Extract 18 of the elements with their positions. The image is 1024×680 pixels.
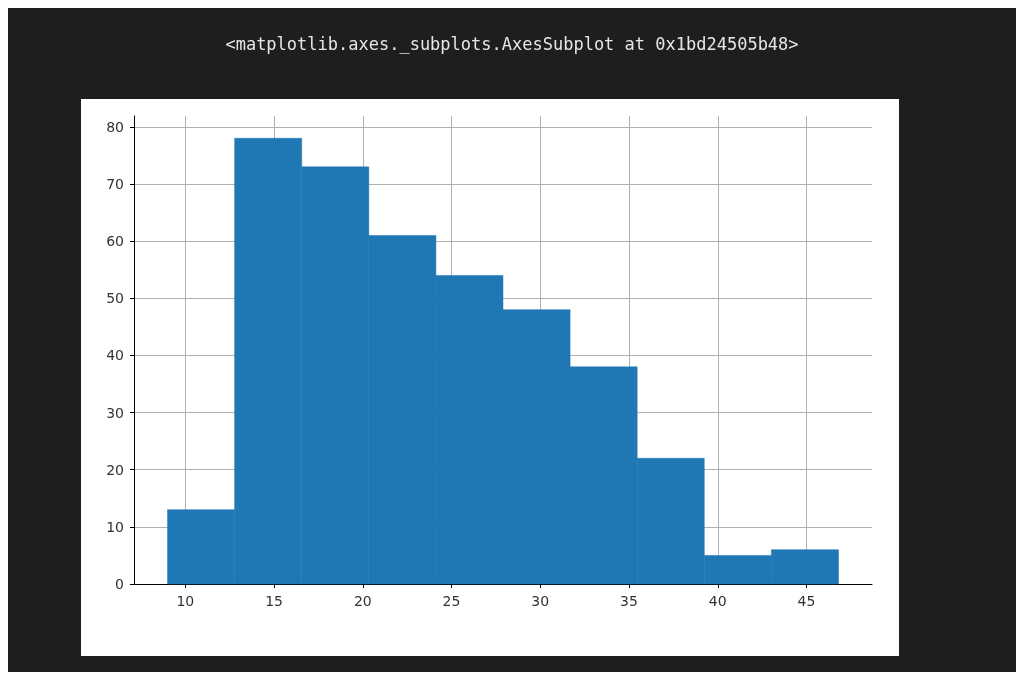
x-tick-label: 20: [353, 593, 372, 609]
y-tick-label: 40: [106, 347, 124, 364]
x-tick-label: 25: [442, 593, 461, 609]
y-tick-label: 20: [106, 461, 124, 478]
x-tick-label: 15: [265, 593, 283, 609]
x-tick-label: 35: [620, 593, 638, 609]
x-tick-label: 30: [531, 593, 550, 609]
y-tick-label: 30: [106, 404, 124, 421]
y-tick-label: 10: [106, 518, 124, 535]
y-tick-label: 80: [106, 118, 124, 135]
y-tick-label: 50: [106, 290, 124, 307]
chart-title: <matplotlib.axes._subplots.AxesSubplot at 0x1bd24505b48>: [225, 33, 799, 54]
x-tick-label: 10: [176, 593, 195, 609]
y-tick-label: 70: [106, 176, 124, 192]
y-tick-label: 0: [115, 576, 124, 592]
y-tick-label: 60: [106, 233, 124, 250]
x-tick-label: 45: [797, 593, 816, 609]
x-tick-label: 40: [708, 593, 727, 609]
